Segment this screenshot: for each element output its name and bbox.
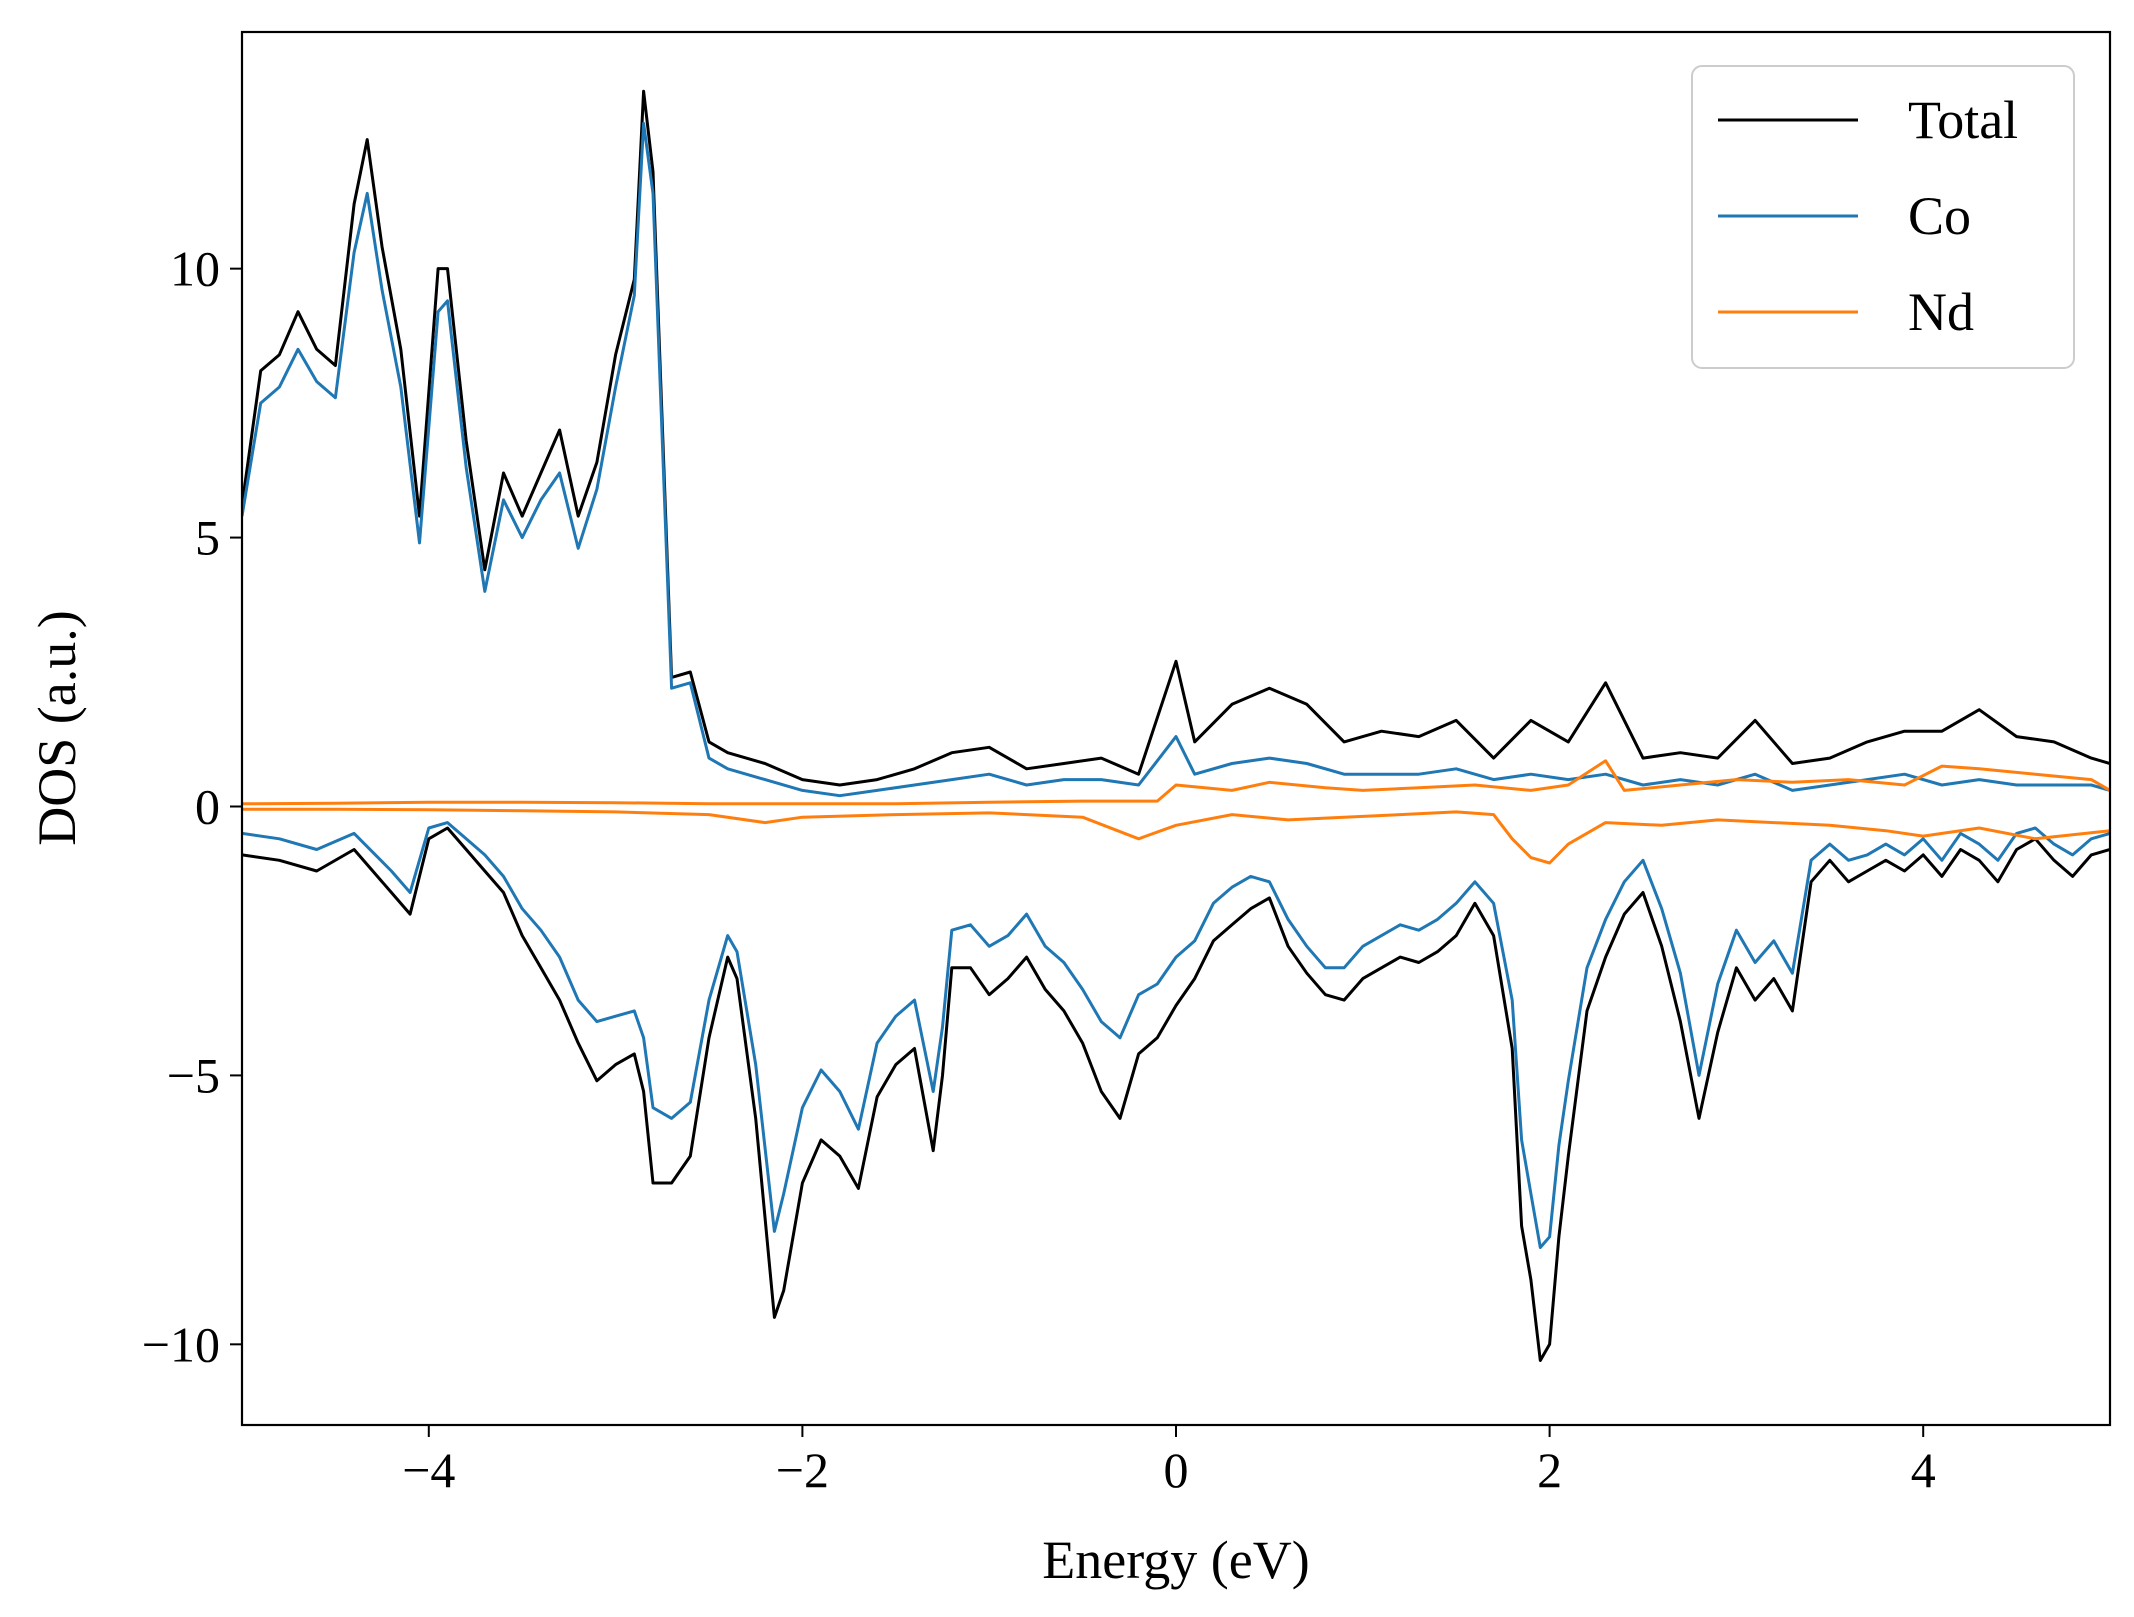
x-tick-label: 4 xyxy=(1911,1442,1936,1498)
x-tick-label: 0 xyxy=(1164,1442,1189,1498)
legend-label-co: Co xyxy=(1908,186,1971,246)
y-tick-label: 0 xyxy=(195,778,220,834)
x-tick-label: −2 xyxy=(776,1442,829,1498)
legend-label-total: Total xyxy=(1908,90,2018,150)
legend-box xyxy=(1691,65,2075,369)
y-tick-label: −5 xyxy=(167,1047,220,1103)
series-layer xyxy=(242,89,2110,1362)
x-axis-label: Energy (eV) xyxy=(1042,1530,1309,1590)
x-tick-label: −4 xyxy=(402,1442,455,1498)
ticks-layer: −4 −2 0 2 4 −10 −5 0 5 10 xyxy=(142,241,1936,1498)
x-tick-label: 2 xyxy=(1537,1442,1562,1498)
series-line-total-down xyxy=(242,826,2110,1362)
legend-label-nd: Nd xyxy=(1908,282,1974,342)
series-line-nd-down xyxy=(242,807,2110,865)
y-axis-label: DOS (a.u.) xyxy=(27,610,87,845)
series-line-co-up xyxy=(242,121,2110,798)
y-tick-label: 5 xyxy=(195,510,220,566)
y-tick-label: −10 xyxy=(142,1316,220,1372)
series-line-co-down xyxy=(242,821,2110,1249)
legend: Total Co Nd xyxy=(1691,65,2075,369)
series-line-total-up xyxy=(242,89,2110,787)
y-tick-label: 10 xyxy=(170,241,220,297)
series-line-nd-up xyxy=(242,759,2110,806)
